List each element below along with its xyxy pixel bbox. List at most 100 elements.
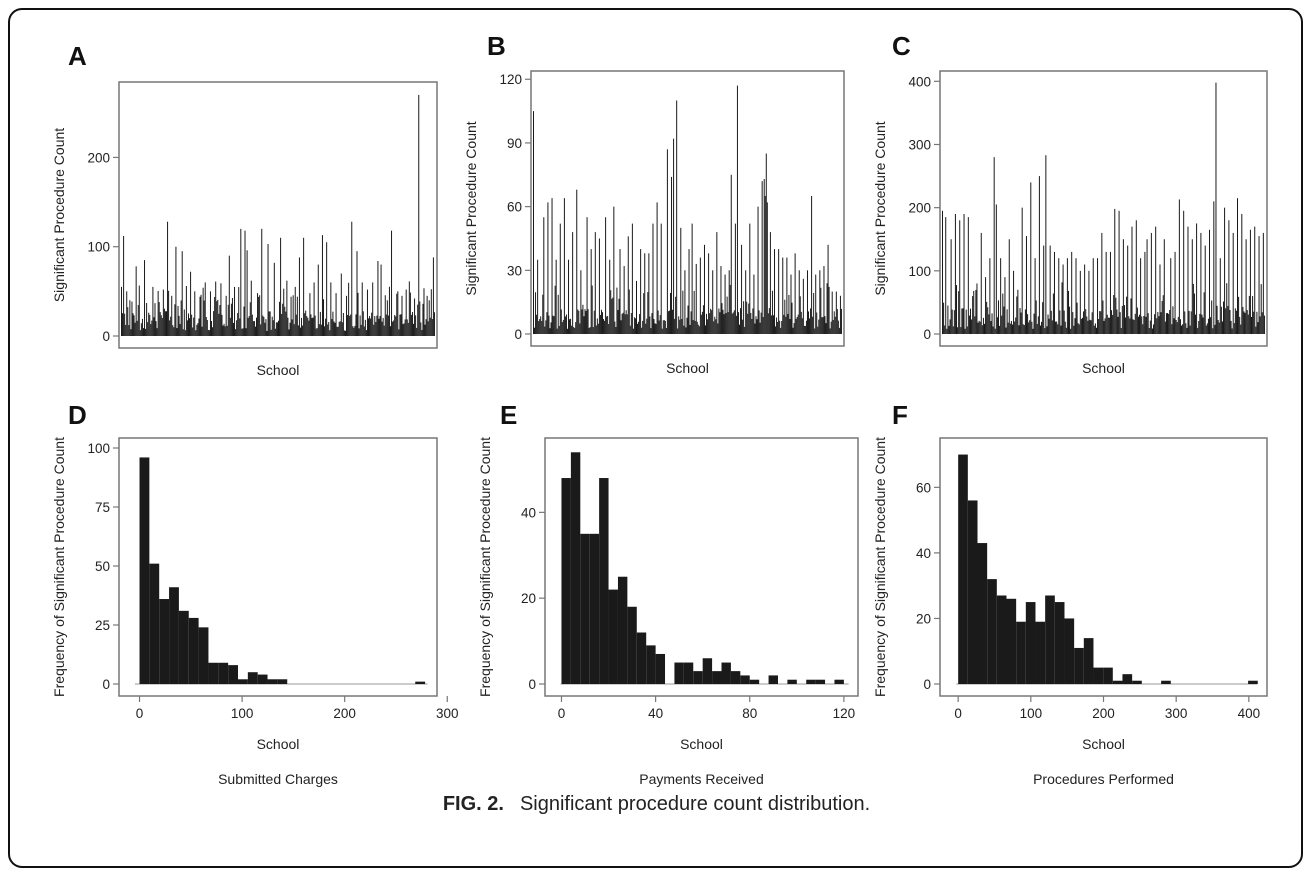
bar: [669, 292, 671, 334]
bar: [342, 312, 344, 336]
bar: [1060, 325, 1062, 334]
bar: [122, 313, 124, 336]
bar: [187, 313, 189, 336]
bar: [614, 321, 616, 334]
bar: [1209, 229, 1211, 334]
bar: [715, 319, 717, 334]
x-tick-label: 200: [1092, 706, 1115, 721]
bar: [1149, 320, 1151, 334]
bar: [977, 322, 979, 334]
bar: [1254, 226, 1256, 334]
bar: [1221, 321, 1223, 334]
bar: [216, 301, 218, 336]
bar: [1004, 277, 1006, 334]
bar: [607, 315, 609, 334]
bar: [552, 315, 554, 334]
bar: [759, 322, 761, 334]
bar: [125, 324, 127, 336]
bar: [1197, 327, 1199, 334]
histogram-bar: [1083, 638, 1094, 684]
bar: [416, 327, 418, 336]
bar: [818, 319, 820, 334]
bar: [564, 316, 566, 334]
bar: [705, 325, 706, 334]
x-tick-label: 120: [833, 706, 856, 721]
bar: [196, 324, 198, 336]
bar: [1001, 315, 1003, 334]
bar: [583, 316, 585, 334]
bar: [640, 249, 642, 334]
bar: [741, 244, 743, 334]
histogram-bar: [1248, 680, 1258, 684]
histogram-bar: [1074, 647, 1084, 684]
bar: [562, 319, 564, 334]
bar: [1074, 318, 1076, 334]
bar: [764, 196, 766, 334]
bar: [721, 303, 723, 334]
bar: [827, 244, 829, 334]
bar: [1023, 325, 1025, 334]
x-axis-sublabel: Submitted Charges: [218, 771, 338, 787]
bar: [1241, 213, 1243, 334]
bar: [1062, 264, 1064, 334]
bar: [1239, 316, 1241, 334]
bar: [164, 311, 166, 336]
panel-a: A 0 100 200 Significant Procedure Count Schoo…: [51, 41, 438, 378]
bar: [636, 280, 637, 334]
bar: [996, 317, 998, 334]
bar: [388, 286, 390, 336]
bar: [1169, 310, 1171, 334]
bar: [395, 316, 397, 336]
bar: [1150, 232, 1152, 334]
bar: [969, 308, 972, 334]
bar: [1109, 251, 1111, 334]
bar: [965, 309, 967, 334]
bar: [142, 328, 144, 336]
bar: [663, 320, 665, 334]
bars: [942, 82, 1265, 334]
bar: [365, 330, 367, 336]
bar: [289, 322, 291, 336]
bar: [1044, 328, 1046, 334]
bar: [1118, 210, 1120, 334]
bar: [296, 296, 298, 336]
bar: [1133, 320, 1135, 334]
bar: [1237, 198, 1239, 334]
bar: [245, 328, 247, 336]
bar: [620, 320, 622, 334]
bar: [689, 324, 691, 334]
bar: [1130, 298, 1132, 334]
bar: [1247, 314, 1249, 334]
y-tick-label: 20: [521, 591, 536, 606]
bar: [319, 311, 321, 336]
bar: [1088, 270, 1090, 334]
bar: [156, 328, 158, 336]
bar: [1132, 319, 1134, 334]
y-tick-label: 120: [499, 72, 522, 87]
histogram-bar: [806, 679, 816, 684]
bar: [1006, 309, 1008, 334]
bar: [1160, 312, 1162, 334]
bar: [603, 319, 605, 334]
bar: [1229, 309, 1231, 334]
bar: [768, 308, 770, 334]
bar: [788, 294, 790, 334]
y-tick-label: 0: [528, 677, 536, 692]
histogram-bar: [218, 662, 229, 684]
bar: [243, 306, 245, 336]
bar: [1097, 258, 1099, 334]
bar: [577, 309, 579, 334]
bar: [1103, 320, 1105, 334]
bar: [947, 305, 949, 334]
bar: [540, 316, 542, 334]
bar: [260, 324, 262, 336]
bar: [955, 285, 958, 334]
bar: [1171, 324, 1173, 334]
bar: [674, 318, 676, 334]
bar: [968, 315, 970, 334]
x-tick-label: 0: [954, 706, 962, 721]
bar: [172, 325, 174, 336]
bar: [1196, 223, 1198, 334]
bar: [548, 315, 550, 334]
bar: [294, 286, 296, 336]
